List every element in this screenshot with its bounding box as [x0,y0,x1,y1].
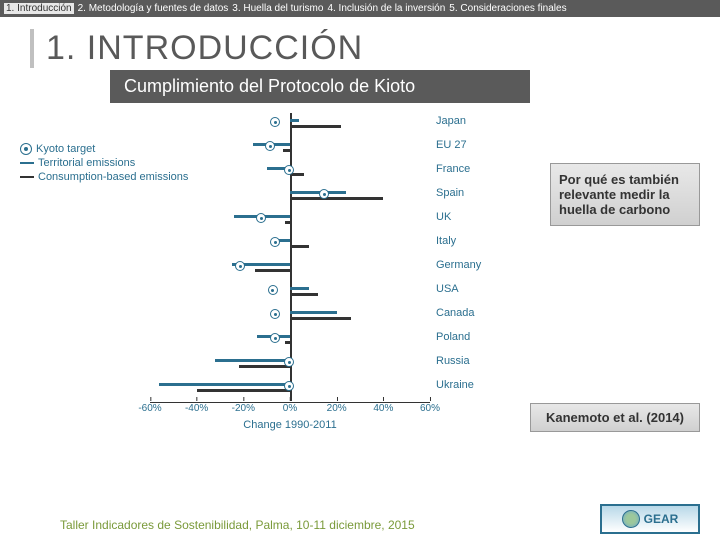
country-row: Canada [150,305,430,329]
consumption-bar [239,365,290,368]
country-row: Russia [150,353,430,377]
country-row: Japan [150,113,430,137]
territorial-bar [290,311,337,314]
country-row: Germany [150,257,430,281]
x-tick: 0% [283,403,297,414]
country-label: Poland [436,331,470,343]
nav-item[interactable]: 1. Introducción [4,3,74,14]
kyoto-target-marker [270,309,280,319]
kyoto-target-marker [235,261,245,271]
country-row: USA [150,281,430,305]
title-accent-bar [30,29,34,68]
territorial-bar [290,119,299,122]
breadcrumb-nav: 1. Introducción 2. Metodología y fuentes … [0,0,720,17]
gear-logo: GEAR [600,504,700,534]
consumption-bar [285,341,290,344]
country-label: Italy [436,235,456,247]
country-label: Ukraine [436,379,474,391]
country-row: Spain [150,185,430,209]
country-label: USA [436,283,459,295]
kyoto-target-marker [265,141,275,151]
x-axis-ticks: -60%-40%-20%0%20%40%60% [150,403,430,417]
legend-label: Kyoto target [36,143,95,155]
x-tick: -20% [232,403,255,414]
kyoto-target-marker [284,381,294,391]
x-tick: 60% [420,403,440,414]
kyoto-target-marker [284,165,294,175]
country-row: Ukraine [150,377,430,401]
consumption-bar [285,221,290,224]
country-label: Russia [436,355,470,367]
kyoto-target-marker [319,189,329,199]
nav-item[interactable]: 4. Inclusión de la inversión [327,3,445,14]
subtitle-banner: Cumplimiento del Protocolo de Kioto [110,70,530,103]
consumption-bar [290,293,318,296]
country-label: EU 27 [436,139,467,151]
x-tick: 20% [327,403,347,414]
consumption-bar [255,269,290,272]
kyoto-target-marker [284,357,294,367]
territorial-bar [159,383,290,386]
consumption-line-icon [20,176,34,178]
kyoto-target-marker [270,237,280,247]
x-tick: 40% [373,403,393,414]
citation-box: Kanemoto et al. (2014) [530,403,700,432]
consumption-bar [290,125,341,128]
country-row: Italy [150,233,430,257]
country-row: UK [150,209,430,233]
country-row: France [150,161,430,185]
country-label: France [436,163,470,175]
country-label: Canada [436,307,475,319]
consumption-bar [283,149,290,152]
consumption-bar [290,245,309,248]
callout-relevance: Por qué es también relevante medir la hu… [550,163,700,226]
consumption-bar [290,317,351,320]
x-tick: -40% [185,403,208,414]
nav-item[interactable]: 2. Metodología y fuentes de datos [78,3,229,14]
country-label: UK [436,211,451,223]
country-row: Poland [150,329,430,353]
globe-icon [622,510,640,528]
consumption-bar [197,389,290,392]
footer-text: Taller Indicadores de Sostenibilidad, Pa… [60,518,415,532]
x-axis-label: Change 1990-2011 [243,419,336,431]
territorial-line-icon [20,162,34,164]
territorial-bar [290,191,346,194]
kyoto-target-marker [256,213,266,223]
country-label: Japan [436,115,466,127]
logo-text: GEAR [644,512,679,526]
plot-area: -60%-40%-20%0%20%40%60% Change 1990-2011… [150,113,430,423]
kyoto-target-icon [20,143,32,155]
kyoto-target-marker [270,333,280,343]
territorial-bar [215,359,290,362]
country-row: EU 27 [150,137,430,161]
x-tick: -60% [138,403,161,414]
country-label: Germany [436,259,481,271]
kyoto-target-marker [268,285,278,295]
nav-item[interactable]: 3. Huella del turismo [232,3,323,14]
territorial-bar [290,287,309,290]
title-block: 1. INTRODUCCIÓN [30,29,720,68]
consumption-bar [290,197,383,200]
kyoto-chart: Kyoto target Territorial emissions Consu… [0,103,720,463]
country-label: Spain [436,187,464,199]
legend-label: Territorial emissions [38,157,135,169]
kyoto-target-marker [270,117,280,127]
nav-item[interactable]: 5. Consideraciones finales [449,3,566,14]
page-title: 1. INTRODUCCIÓN [46,29,363,68]
